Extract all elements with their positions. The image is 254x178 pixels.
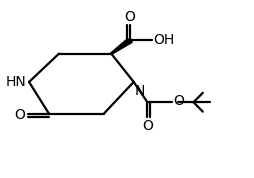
Text: O: O bbox=[14, 108, 25, 122]
Polygon shape bbox=[110, 39, 132, 54]
Text: O: O bbox=[142, 119, 153, 133]
Text: HN: HN bbox=[5, 75, 26, 89]
Text: OH: OH bbox=[153, 33, 174, 47]
Text: N: N bbox=[135, 84, 145, 98]
Text: O: O bbox=[173, 94, 184, 108]
Text: O: O bbox=[124, 10, 135, 24]
